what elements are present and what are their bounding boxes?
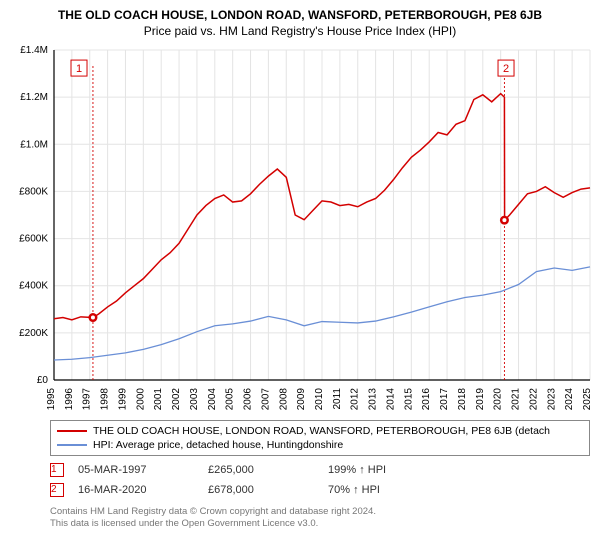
svg-text:£1.4M: £1.4M bbox=[20, 45, 48, 56]
title-main: THE OLD COACH HOUSE, LONDON ROAD, WANSFO… bbox=[8, 8, 592, 22]
svg-text:2007: 2007 bbox=[260, 388, 271, 411]
svg-text:2009: 2009 bbox=[296, 388, 307, 411]
legend-item-hpi: HPI: Average price, detached house, Hunt… bbox=[57, 438, 583, 452]
line-chart: £0 £200K £400K £600K £800K £1.0M £1.2M £1.4M 199… bbox=[8, 44, 592, 414]
chart-area: £0 £200K £400K £600K £800K £1.0M £1.2M £1.4M 199… bbox=[8, 44, 592, 414]
marker-table: 1 05-MAR-1997 £265,000 199% ↑ HPI 2 16-M… bbox=[50, 460, 590, 500]
svg-text:1998: 1998 bbox=[100, 388, 111, 411]
svg-text:2002: 2002 bbox=[171, 388, 182, 411]
svg-text:2017: 2017 bbox=[439, 388, 450, 411]
svg-text:1: 1 bbox=[76, 63, 82, 75]
svg-text:2000: 2000 bbox=[135, 388, 146, 411]
svg-text:£1.0M: £1.0M bbox=[20, 139, 48, 150]
svg-text:2019: 2019 bbox=[475, 388, 486, 411]
svg-text:2004: 2004 bbox=[207, 388, 218, 411]
legend-swatch-hpi bbox=[57, 444, 87, 446]
marker-date-2: 16-MAR-2020 bbox=[78, 484, 208, 496]
svg-text:£0: £0 bbox=[37, 375, 49, 386]
svg-text:2015: 2015 bbox=[403, 388, 414, 411]
svg-text:2001: 2001 bbox=[153, 388, 164, 411]
legend-item-property: THE OLD COACH HOUSE, LONDON ROAD, WANSFO… bbox=[57, 424, 583, 438]
svg-text:2016: 2016 bbox=[421, 388, 432, 411]
legend: THE OLD COACH HOUSE, LONDON ROAD, WANSFO… bbox=[50, 420, 590, 456]
attribution-line-2: This data is licensed under the Open Gov… bbox=[50, 518, 592, 530]
svg-text:£800K: £800K bbox=[19, 186, 48, 197]
chart-container: { "title": { "main": "THE OLD COACH HOUS… bbox=[0, 0, 600, 560]
svg-text:2010: 2010 bbox=[314, 388, 325, 411]
legend-label-property: THE OLD COACH HOUSE, LONDON ROAD, WANSFO… bbox=[93, 425, 550, 437]
svg-text:2011: 2011 bbox=[332, 388, 343, 410]
marker-pct-1: 199% ↑ HPI bbox=[328, 464, 448, 476]
attribution: Contains HM Land Registry data © Crown c… bbox=[50, 506, 592, 531]
marker-price-2: £678,000 bbox=[208, 484, 328, 496]
marker-row-2: 2 16-MAR-2020 £678,000 70% ↑ HPI bbox=[50, 480, 590, 500]
marker-pct-2: 70% ↑ HPI bbox=[328, 484, 448, 496]
svg-text:2: 2 bbox=[503, 63, 509, 75]
svg-text:2012: 2012 bbox=[350, 388, 361, 411]
marker-price-1: £265,000 bbox=[208, 464, 328, 476]
svg-text:£1.2M: £1.2M bbox=[20, 92, 48, 103]
svg-text:£200K: £200K bbox=[19, 328, 48, 339]
legend-swatch-property bbox=[57, 430, 87, 432]
svg-text:2014: 2014 bbox=[385, 388, 396, 411]
svg-text:2024: 2024 bbox=[564, 388, 575, 411]
svg-text:2013: 2013 bbox=[368, 388, 379, 411]
marker-date-1: 05-MAR-1997 bbox=[78, 464, 208, 476]
svg-text:2018: 2018 bbox=[457, 388, 468, 411]
svg-text:2008: 2008 bbox=[278, 388, 289, 411]
title-subtitle: Price paid vs. HM Land Registry's House … bbox=[8, 24, 592, 38]
svg-text:2006: 2006 bbox=[243, 388, 254, 411]
svg-text:2021: 2021 bbox=[511, 388, 522, 411]
svg-text:2005: 2005 bbox=[225, 388, 236, 411]
svg-text:£400K: £400K bbox=[19, 281, 48, 292]
svg-text:2020: 2020 bbox=[493, 388, 504, 411]
svg-text:2003: 2003 bbox=[189, 388, 200, 411]
svg-text:2025: 2025 bbox=[582, 388, 592, 411]
svg-text:1996: 1996 bbox=[64, 388, 75, 411]
svg-text:1997: 1997 bbox=[82, 388, 93, 411]
attribution-line-1: Contains HM Land Registry data © Crown c… bbox=[50, 506, 592, 518]
marker-row-1: 1 05-MAR-1997 £265,000 199% ↑ HPI bbox=[50, 460, 590, 480]
legend-label-hpi: HPI: Average price, detached house, Hunt… bbox=[93, 439, 343, 451]
svg-text:2023: 2023 bbox=[546, 388, 557, 411]
svg-text:£600K: £600K bbox=[19, 234, 48, 245]
svg-text:2022: 2022 bbox=[528, 388, 539, 411]
marker-badge-2: 2 bbox=[50, 483, 64, 497]
title-block: THE OLD COACH HOUSE, LONDON ROAD, WANSFO… bbox=[8, 8, 592, 38]
marker-badge-1: 1 bbox=[50, 463, 64, 477]
svg-text:1999: 1999 bbox=[117, 388, 128, 411]
svg-text:1995: 1995 bbox=[46, 388, 57, 411]
